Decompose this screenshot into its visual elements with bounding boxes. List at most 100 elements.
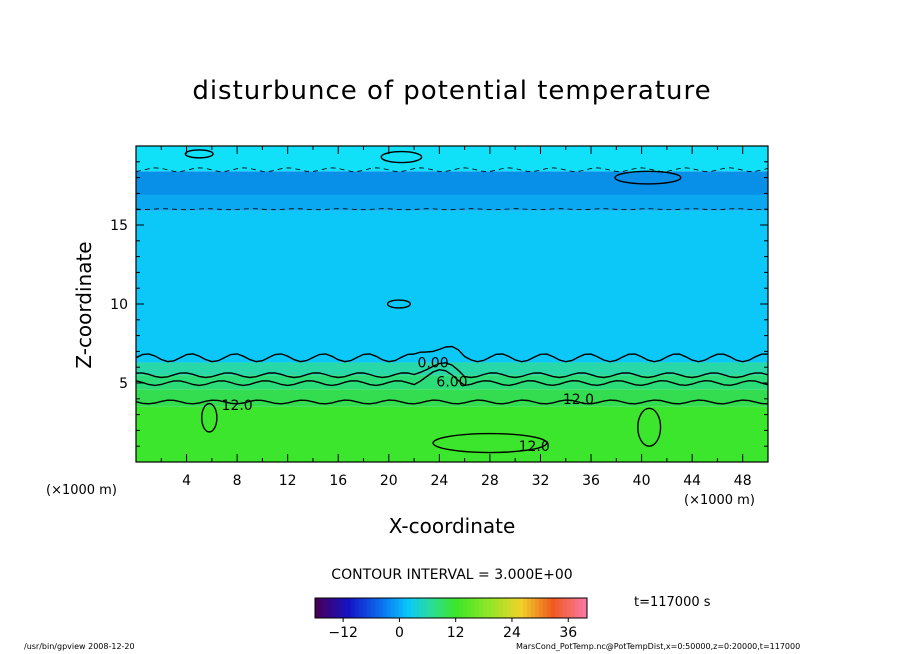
y-tick-label-0: 5 [119,376,128,392]
colorbar-cell [491,598,496,618]
colorbar-cell [447,598,452,618]
colorbar-cell [519,598,524,618]
heatmap-bands [136,146,768,462]
heatmap-band-7 [136,146,768,172]
x-tick-label-1: 8 [233,473,242,489]
colorbar-cell [423,598,428,618]
contour-blob-12-left [201,402,218,433]
colorbar-cell [467,598,472,618]
colorbar-cell [571,598,576,618]
y-tick-label-2: 15 [110,218,128,234]
colorbar-cell [419,598,424,618]
colorbar-cell [567,598,572,618]
colorbar-cell [495,598,500,618]
colorbar-cell [471,598,476,618]
x-tick-label-9: 40 [633,473,651,489]
colorbar-cell [367,598,372,618]
colorbar-cell [431,598,436,618]
colorbar-cell [523,598,528,618]
colorbar-cell [455,598,460,618]
heatmap-band-3 [136,362,768,376]
contour-3 [136,362,768,379]
colorbar-cell [459,598,464,618]
colorbar-cell [363,598,368,618]
colorbar-cell [539,598,544,618]
contour-label-4: 12.0 [519,439,550,455]
colorbar-cell [503,598,508,618]
colorbar-tick-label-2: 12 [447,625,465,641]
colorbar-cell [511,598,516,618]
colorbar-cell [487,598,492,618]
colorbar-cell [383,598,388,618]
colorbar-cell [475,598,480,618]
colorbar-cell [507,598,512,618]
colorbar-cell [531,598,536,618]
x-tick-label-8: 36 [582,473,600,489]
heatmap-band-2 [136,375,768,390]
colorbar-cell [435,598,440,618]
colorbar-cell [551,598,556,618]
x-tick-label-3: 16 [329,473,347,489]
colorbar: −12 0 12 24 36 [314,597,588,641]
colorbar-cell [351,598,356,618]
colorbar-cell [359,598,364,618]
chart-title: disturbunce of potential temperature [192,76,712,106]
colorbar-cell [427,598,432,618]
colorbar-cell [395,598,400,618]
contour-12 [136,399,768,405]
contour-blob-top-right [614,170,682,185]
x-axis-unit-right: (×1000 m) [684,493,755,508]
colorbar-cell [379,598,384,618]
colorbar-cell [407,598,412,618]
contour-label-3: 12.0 [563,392,594,408]
colorbar-cell [331,598,336,618]
footer-right: MarsCond_PotTemp.nc@PotTempDist,x=0:5000… [516,642,801,651]
x-axis-unit-left: (×1000 m) [46,483,117,498]
colorbar-tick-label-1: 0 [395,625,404,641]
footer-left: /usr/bin/gpview 2008-12-20 [24,642,135,651]
colorbar-cell [543,598,548,618]
colorbar-frame [314,597,588,619]
contour-labels: 0.00 6.00 12.0 12.0 12.0 [222,355,594,455]
x-tick-label-0: 4 [182,473,191,489]
colorbar-cell [335,598,340,618]
x-tick-label-11: 48 [734,473,752,489]
colorbar-cell [327,598,332,618]
colorbar-cell [479,598,484,618]
heatmap-band-6 [136,171,768,195]
colorbar-cell [403,598,408,618]
colorbar-cell [559,598,564,618]
heatmap-band-4 [136,210,768,363]
colorbar-tick-label-3: 24 [503,625,521,641]
colorbar-cell [535,598,540,618]
contour-label-1: 6.00 [436,374,467,390]
colorbar-cell [315,598,320,618]
contour-blob-12-right [637,407,662,447]
colorbar-cell [579,598,584,618]
colorbar-cell [575,598,580,618]
heatmap-band-5 [136,194,768,211]
colorbar-cell [355,598,360,618]
colorbar-cell [375,598,380,618]
colorbar-cell [555,598,560,618]
colorbar-tick-label-0: −12 [328,625,358,641]
x-tick-label-2: 12 [279,473,297,489]
x-tick-label-7: 32 [532,473,550,489]
colorbar-cell [411,598,416,618]
colorbar-cell [347,598,352,618]
contour-blob-12-center [432,432,548,454]
colorbar-cell [415,598,420,618]
colorbar-cell [583,598,588,618]
colorbar-cell [483,598,488,618]
colorbar-cell [527,598,532,618]
contour-interval-label: CONTOUR INTERVAL = 3.000E+00 [331,567,573,583]
colorbar-cell [399,598,404,618]
colorbar-tick-label-4: 36 [559,625,577,641]
contour-0 [136,345,768,363]
colorbar-cell [319,598,324,618]
colorbar-cell [563,598,568,618]
colorbar-cell [323,598,328,618]
x-axis-label: X-coordinate [388,514,516,538]
